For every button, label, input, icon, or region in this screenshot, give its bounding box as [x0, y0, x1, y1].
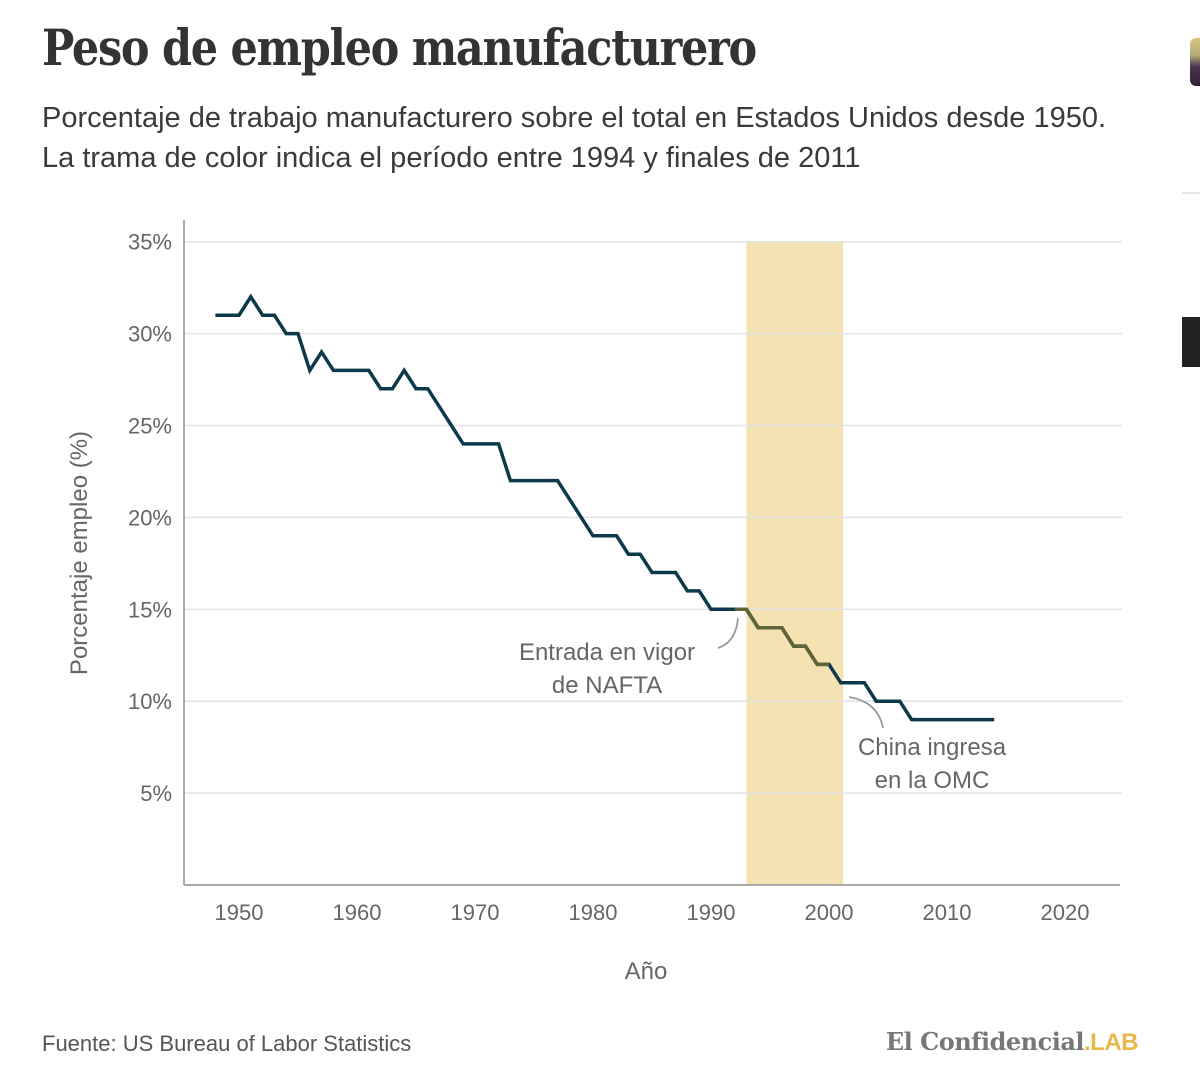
nafta-annotation: Entrada en vigor — [519, 639, 695, 666]
y-tick-label: 10% — [128, 689, 172, 714]
x-tick-label: 1980 — [569, 900, 618, 925]
wto-annotation: China ingresa — [858, 734, 1007, 761]
x-axis-title: Año — [625, 958, 668, 985]
divider — [1182, 192, 1200, 194]
series-line — [215, 293, 995, 722]
series-line-highlight — [734, 607, 829, 667]
x-tick-label: 2020 — [1041, 900, 1090, 925]
side-button[interactable] — [1182, 317, 1200, 367]
y-tick-label: 35% — [128, 230, 172, 255]
highlight-band-layer — [746, 241, 844, 885]
x-tick-label: 1970 — [451, 900, 500, 925]
brand-suffix: .LAB — [1084, 1029, 1139, 1056]
wto-annotation: en la OMC — [875, 767, 990, 794]
annotations: Entrada en vigor de NAFTA China ingresa en … — [519, 617, 1007, 794]
nafta-annotation: de NAFTA — [552, 672, 662, 699]
y-axis-title: Porcentaje empleo (%) — [66, 431, 93, 675]
x-tick-label: 1990 — [687, 900, 736, 925]
brand-name: El Confidencial — [885, 1027, 1085, 1056]
chart-title: Peso de empleo manufacturero — [42, 18, 757, 77]
side-panel-edge — [1180, 0, 1200, 400]
nafta-leader-line — [717, 617, 739, 649]
x-tick-label: 1950 — [215, 900, 264, 925]
line-chart: 5% 10% 15% 20% 25% 30% 35% 1950 1960 1970 1980 1990… — [66, 220, 1122, 985]
brand-logo: El Confidencial.LAB — [885, 1027, 1139, 1057]
y-tick-label: 20% — [128, 505, 172, 530]
wto-leader-line — [848, 696, 884, 729]
x-tick-label: 2000 — [805, 900, 854, 925]
gridlines — [184, 240, 1122, 794]
source-note: Fuente: US Bureau of Labor Statistics — [42, 1031, 412, 1056]
y-tick-label: 5% — [140, 781, 172, 806]
highlight-band — [746, 241, 844, 885]
series-layer — [215, 293, 995, 722]
y-tick-label: 30% — [128, 322, 172, 347]
chart-subtitle: Porcentaje de trabajo manufacturero sobr… — [42, 102, 1107, 174]
y-tick-label: 25% — [128, 414, 172, 439]
x-tick-label: 2010 — [923, 900, 972, 925]
y-tick-label: 15% — [128, 597, 172, 622]
thumbnail-image[interactable] — [1190, 38, 1200, 86]
axes: 5% 10% 15% 20% 25% 30% 35% 1950 1960 1970 1980 1990… — [128, 220, 1120, 925]
x-tick-label: 1960 — [333, 900, 382, 925]
